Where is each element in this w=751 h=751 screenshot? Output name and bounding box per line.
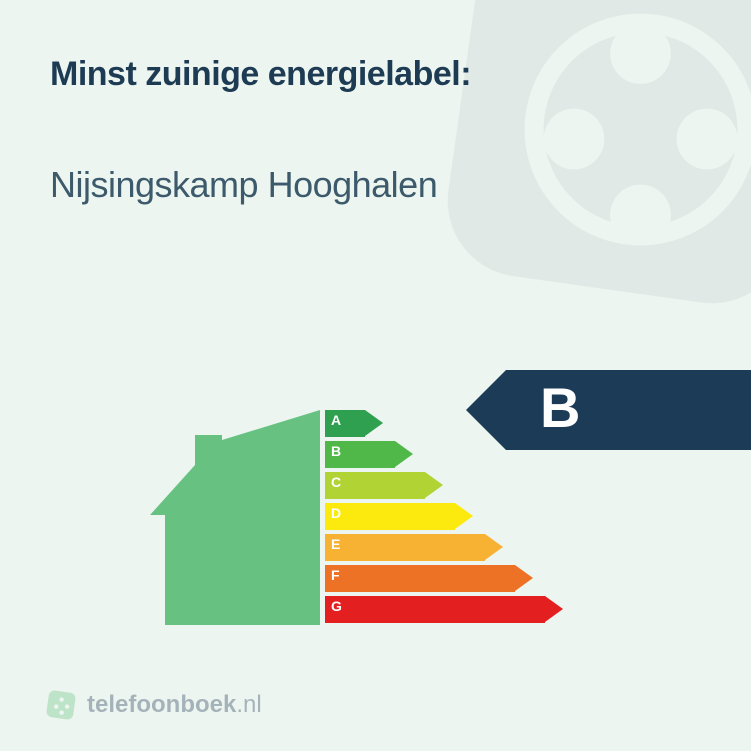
bar-body <box>325 596 545 623</box>
footer-logo-icon <box>45 689 77 721</box>
bar-arrow-icon <box>515 565 533 591</box>
bar-label: D <box>331 505 341 521</box>
bar-arrow-icon <box>485 534 503 560</box>
location-name: Nijsingskamp Hooghalen <box>50 164 701 206</box>
bg-watermark-icon <box>441 0 751 310</box>
house-icon <box>150 410 320 625</box>
page-title: Minst zuinige energielabel: <box>50 55 701 94</box>
bar-label: C <box>331 474 341 490</box>
energy-label-card: Minst zuinige energielabel: Nijsingskamp… <box>0 0 751 751</box>
bar-arrow-icon <box>425 472 443 498</box>
bar-label: G <box>331 598 342 614</box>
bar-body <box>325 503 455 530</box>
pointer-arrow-icon <box>466 370 506 450</box>
footer: telefoonboek.nl <box>45 689 262 721</box>
footer-brand: telefoonboek.nl <box>87 691 262 719</box>
bar-arrow-icon <box>395 441 413 467</box>
footer-brand-bold: telefoonboek <box>87 691 236 718</box>
pointer-letter: B <box>540 375 580 440</box>
bar-arrow-icon <box>545 596 563 622</box>
bar-label: F <box>331 567 340 583</box>
bar-body <box>325 565 515 592</box>
bar-label: B <box>331 443 341 459</box>
bar-label: E <box>331 536 340 552</box>
bar-arrow-icon <box>365 410 383 436</box>
bar-label: A <box>331 412 341 428</box>
bar-arrow-icon <box>455 503 473 529</box>
footer-brand-light: .nl <box>236 691 261 718</box>
selected-label-pointer: B <box>506 370 751 450</box>
bar-body <box>325 534 485 561</box>
